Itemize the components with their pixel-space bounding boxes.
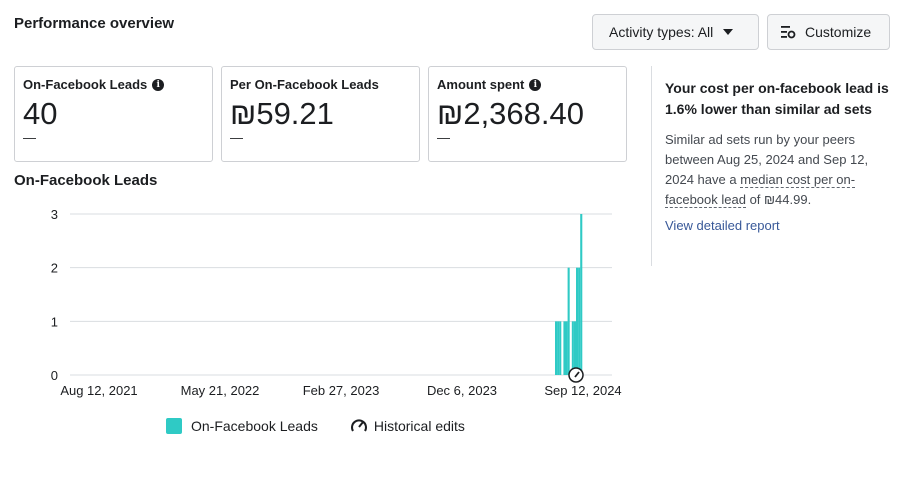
metric-change: —: [230, 130, 243, 145]
metric-title-text: Amount spent: [437, 77, 525, 92]
legend-swatch: [166, 418, 182, 434]
x-tick-label: Sep 12, 2024: [544, 383, 621, 398]
customize-button[interactable]: Customize: [767, 14, 890, 50]
y-tick-label: 1: [51, 314, 58, 329]
x-tick-label: Dec 6, 2023: [427, 383, 497, 398]
gauge-icon: [350, 419, 367, 432]
metric-title: Per On-Facebook Leads: [230, 77, 411, 92]
metric-value: ₪59.21: [230, 96, 334, 131]
y-tick-label: 3: [51, 207, 58, 222]
activity-types-label: Activity types: All: [609, 24, 714, 40]
caret-down-icon: [723, 29, 734, 35]
leads-chart: 0 1 2 3 Aug 12, 2021 May 21, 2022 Feb 27, 2023…: [51, 207, 622, 398]
metric-value: 40: [23, 96, 58, 131]
legend-edits-label: Historical edits: [373, 418, 465, 434]
chart-legend: On-Facebook Leads Historical edits: [166, 417, 465, 435]
metric-title-text: Per On-Facebook Leads: [230, 77, 379, 92]
bar: [557, 321, 560, 375]
insight-panel: Your cost per on-facebook lead is 1.6% l…: [651, 66, 901, 266]
metric-change: —: [23, 130, 36, 145]
customize-columns-icon: [781, 26, 796, 39]
insight-term[interactable]: median cost per on-facebook lead: [665, 172, 856, 208]
activity-types-dropdown[interactable]: Activity types: All: [592, 14, 759, 50]
bar: [555, 321, 558, 375]
bar: [580, 214, 583, 375]
info-icon[interactable]: i: [529, 78, 542, 91]
insight-heading: Your cost per on-facebook lead is 1.6% l…: [665, 80, 889, 117]
bar: [565, 321, 568, 375]
historical-edit-marker: [568, 367, 584, 383]
metric-title: On-Facebook Leads i: [23, 77, 204, 92]
insight-body-text: Similar ad sets run by your peers betwee…: [665, 132, 869, 187]
x-tick-label: Aug 12, 2021: [60, 383, 137, 398]
metric-title-text: On-Facebook Leads: [23, 77, 148, 92]
y-tick-label: 2: [51, 261, 58, 276]
info-icon[interactable]: i: [152, 78, 165, 91]
x-tick-label: May 21, 2022: [181, 383, 260, 398]
legend-historical-edits[interactable]: Historical edits: [350, 417, 465, 435]
legend-series-label[interactable]: On-Facebook Leads: [191, 418, 318, 434]
bar: [573, 321, 576, 375]
insight-body-text-end: of ₪44.99.: [745, 192, 812, 207]
metric-card-cost-per-lead: Per On-Facebook Leads ₪59.21 —: [221, 66, 420, 162]
chart-title: On-Facebook Leads: [14, 172, 158, 189]
customize-label: Customize: [805, 24, 872, 40]
y-tick-label: 0: [51, 368, 58, 383]
bar: [567, 267, 570, 375]
page-title: Performance overview: [14, 15, 175, 32]
x-tick-label: Feb 27, 2023: [303, 383, 380, 398]
metric-card-amount-spent: Amount spent i ₪2,368.40 —: [428, 66, 627, 162]
insight-body: Similar ad sets run by your peers betwee…: [665, 130, 890, 210]
metric-value: ₪2,368.40: [437, 96, 584, 131]
bar: [563, 321, 566, 375]
metric-card-leads: On-Facebook Leads i 40 —: [14, 66, 213, 162]
metric-title: Amount spent i: [437, 77, 618, 92]
bar: [576, 267, 579, 375]
bar: [559, 321, 562, 375]
bar: [571, 321, 574, 375]
metric-change: —: [437, 130, 450, 145]
bar: [578, 267, 581, 375]
view-detailed-report-link[interactable]: View detailed report: [665, 218, 780, 233]
